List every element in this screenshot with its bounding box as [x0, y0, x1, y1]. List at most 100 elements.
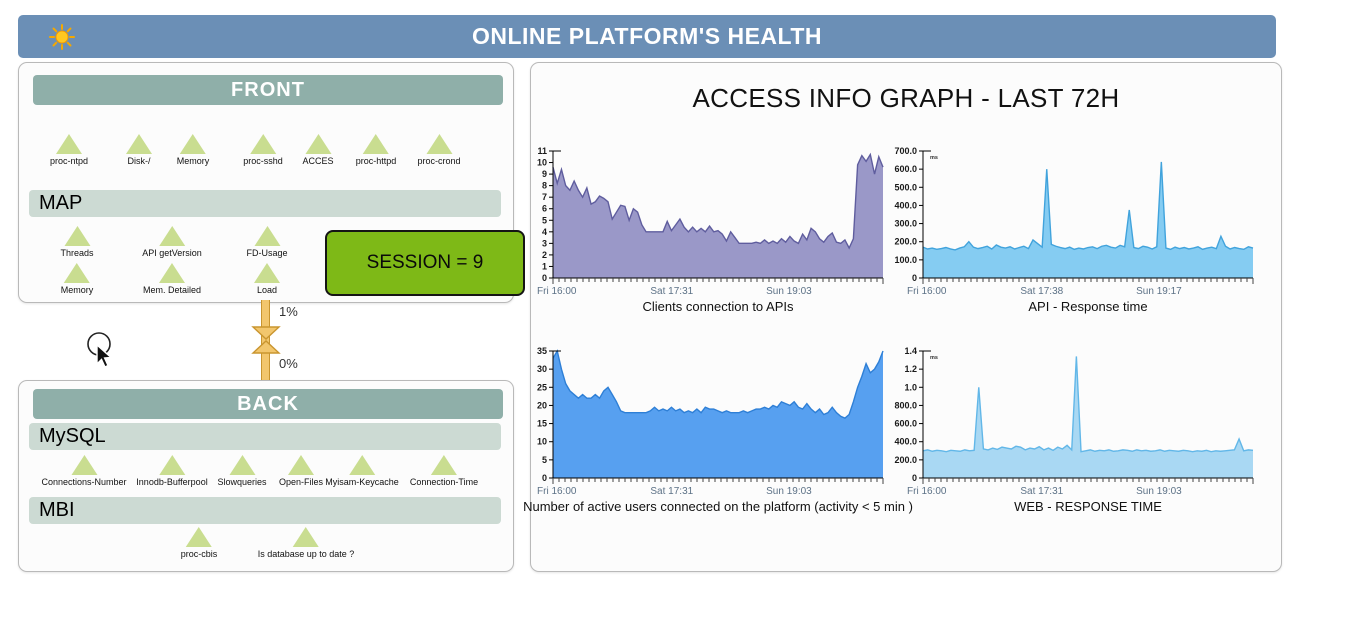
sensor-triangle-icon	[292, 527, 319, 547]
sensor-triangle-icon	[158, 226, 185, 246]
svg-text:200.0: 200.0	[894, 455, 917, 465]
mysql-sensor[interactable]: Open-Files	[279, 455, 323, 487]
sensor-triangle-icon	[159, 263, 185, 283]
chart-title: API - Response time	[1028, 299, 1148, 314]
link-arrows-icon	[251, 326, 281, 354]
svg-text:Sat 17:38: Sat 17:38	[1020, 286, 1063, 295]
chart-title: WEB - RESPONSE TIME	[1014, 499, 1162, 514]
mysql-sensor[interactable]: Innodb-Bufferpool	[136, 455, 208, 487]
sensor-label: Memory	[60, 285, 94, 295]
front-sensor[interactable]: Memory	[176, 134, 210, 166]
sensor-triangle-icon	[430, 455, 457, 475]
chart-api-response-time[interactable]: 0 100.0 200.0 300.0 400.0 500.0 600.0 700.0 Fri …	[877, 143, 1267, 319]
sensor-triangle-icon	[249, 134, 276, 154]
chart-clients-connection[interactable]: 0 1 2 3 4 5 6 7 8 9 10 11 Fri 16:00 Sat 17:31 Sun 19:0…	[507, 143, 897, 319]
sensor-label: ACCES	[302, 156, 334, 166]
mysql-sensor[interactable]: Connection-Time	[410, 455, 478, 487]
svg-text:3: 3	[542, 238, 547, 248]
svg-text:600.0: 600.0	[894, 164, 917, 174]
front-sensor[interactable]: proc-crond	[417, 134, 461, 166]
sensor-triangle-icon	[56, 134, 82, 154]
sensor-label: API getVersion	[142, 248, 202, 258]
sensor-label: Disk-/	[127, 156, 151, 166]
chart-plot-area: 0 200.0 400.0 600.0 800.0 1.0 1.2 1.4 Fri 16:00 S…	[894, 346, 1254, 497]
sensor-label: Myisam-Keycache	[325, 477, 399, 487]
front-sensor[interactable]: Disk-/	[126, 134, 152, 166]
session-node[interactable]: SESSION = 9	[325, 230, 525, 296]
svg-text:500.0: 500.0	[894, 182, 917, 192]
sensor-label: proc-httpd	[355, 156, 397, 166]
svg-text:6: 6	[542, 204, 547, 214]
svg-text:5: 5	[542, 455, 547, 465]
svg-text:Fri 16:00: Fri 16:00	[537, 486, 577, 495]
chart-active-users[interactable]: 0 5 10 15 20 25 30 35 Fri 16:00 Sat 17:31 Sun 19:0…	[507, 343, 913, 519]
mysql-sensor[interactable]: Slowqueries	[217, 455, 267, 487]
chart-plot-area: 0 12 34 56 78 910 11 Fri 16:00 Sat 17:31 Sun 19:0…	[537, 146, 884, 297]
chart-plot-area: 0 5 10 15 20 25 30 35 Fri 16:00 Sat 17:31 Sun 19:0…	[537, 346, 884, 497]
svg-text:Sun 19:03: Sun 19:03	[1136, 486, 1182, 495]
front-panel-header: FRONT	[33, 75, 503, 105]
svg-text:1.2: 1.2	[904, 364, 917, 374]
map-sensor[interactable]: Mem. Detailed	[143, 263, 201, 295]
svg-text:400.0: 400.0	[894, 200, 917, 210]
sensor-label: Memory	[176, 156, 210, 166]
front-sensor[interactable]: proc-httpd	[355, 134, 397, 166]
mysql-sensor[interactable]: Myisam-Keycache	[325, 455, 399, 487]
mysql-sensor[interactable]: Connections-Number	[41, 455, 127, 487]
map-sensor[interactable]: Threads	[60, 226, 94, 258]
front-sensor[interactable]: proc-ntpd	[50, 134, 88, 166]
svg-text:1.4: 1.4	[904, 346, 917, 356]
front-sensor[interactable]: proc-sshd	[243, 134, 283, 166]
sensor-label: Connection-Time	[409, 477, 479, 487]
back-panel-header: BACK	[33, 389, 503, 419]
sensor-label: proc-cbis	[180, 549, 218, 559]
sensor-triangle-icon	[179, 134, 206, 154]
svg-text:4: 4	[542, 227, 547, 237]
svg-text:8: 8	[542, 181, 547, 191]
svg-text:9: 9	[542, 169, 547, 179]
sensor-triangle-icon	[363, 134, 389, 154]
svg-text:7: 7	[542, 192, 547, 202]
svg-text:Fri 16:00: Fri 16:00	[537, 286, 577, 295]
sensor-label: proc-ntpd	[49, 156, 89, 166]
chart-web-response-time[interactable]: 0 200.0 400.0 600.0 800.0 1.0 1.2 1.4 Fri 16:00 S…	[877, 343, 1267, 519]
svg-text:0: 0	[542, 473, 547, 483]
svg-text:2: 2	[542, 250, 547, 260]
mbi-sensor[interactable]: Is database up to date ?	[258, 527, 354, 559]
svg-text:35: 35	[537, 346, 547, 356]
sensor-triangle-icon	[254, 263, 280, 283]
front-sensor[interactable]: ACCES	[302, 134, 334, 166]
map-sensor[interactable]: Memory	[60, 263, 94, 295]
sensor-triangle-icon	[126, 134, 152, 154]
app-header: ONLINE PLATFORM'S HEALTH	[18, 15, 1276, 58]
svg-text:0: 0	[912, 273, 917, 283]
mysql-section-bar: MySQL	[29, 423, 501, 450]
svg-text:Sun 19:17: Sun 19:17	[1136, 286, 1182, 295]
page-title: ONLINE PLATFORM'S HEALTH	[471, 23, 823, 49]
svg-text:10: 10	[537, 158, 547, 168]
map-section-bar: MAP	[29, 190, 501, 217]
map-sensor[interactable]: FD-Usage	[246, 226, 288, 258]
sensor-label: proc-sshd	[243, 156, 283, 166]
map-sensor[interactable]: API getVersion	[142, 226, 202, 258]
weathermap-link[interactable]	[261, 300, 270, 380]
sensor-triangle-icon	[63, 263, 90, 283]
sensor-triangle-icon	[349, 455, 375, 475]
svg-text:0: 0	[912, 473, 917, 483]
svg-text:5: 5	[542, 215, 547, 225]
svg-text:Fri 16:00: Fri 16:00	[907, 286, 947, 295]
sensor-label: Slowqueries	[217, 477, 267, 487]
sensor-triangle-icon	[229, 455, 255, 475]
sensor-label: Connections-Number	[41, 477, 127, 487]
map-sensor[interactable]: Load	[254, 263, 280, 295]
svg-text:30: 30	[537, 364, 547, 374]
y-axis-unit: ms	[930, 155, 938, 161]
mbi-sensor[interactable]: proc-cbis	[180, 527, 218, 559]
svg-text:Sat 17:31: Sat 17:31	[650, 486, 693, 495]
mbi-section-bar: MBI	[29, 497, 501, 524]
sensor-triangle-icon	[185, 527, 212, 547]
graphs-panel-title: ACCESS INFO GRAPH - LAST 72H	[692, 83, 1120, 113]
mouse-cursor	[86, 331, 120, 374]
